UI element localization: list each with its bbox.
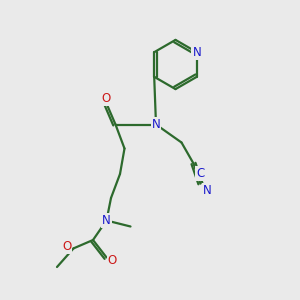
Text: O: O — [102, 92, 111, 105]
Text: N: N — [202, 184, 211, 197]
Text: C: C — [196, 167, 204, 180]
Text: N: N — [102, 214, 111, 227]
Text: N: N — [192, 46, 201, 59]
Text: O: O — [62, 240, 71, 254]
Text: N: N — [152, 118, 160, 131]
Text: O: O — [108, 254, 117, 267]
